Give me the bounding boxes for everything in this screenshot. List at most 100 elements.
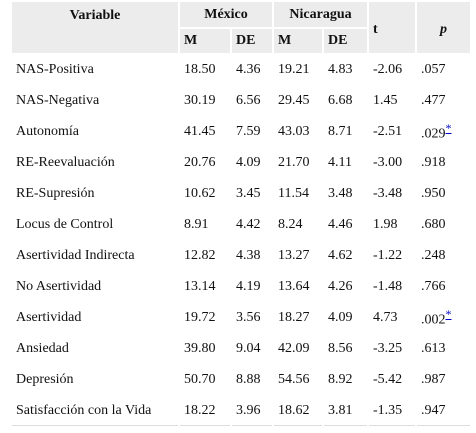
value-cell: 54.56 [272, 363, 324, 396]
cell-text: RE-Supresión [16, 185, 95, 201]
cell-text: 4.46 [328, 216, 353, 232]
value-cell: 50.70 [178, 363, 232, 396]
value-cell: .680 [415, 208, 472, 241]
cell-text: -3.25 [373, 340, 403, 356]
value-cell: 4.73 [367, 301, 417, 334]
cell-text: 54.56 [278, 371, 310, 387]
value-cell: 12.82 [178, 239, 232, 272]
table-row: RE-Supresión 10.62 3.45 11.54 3.48 -3.48 .950 [10, 177, 472, 210]
cell-text: 43.03 [278, 123, 310, 139]
value-cell: 3.45 [230, 177, 274, 210]
footnote-link[interactable]: * [445, 120, 452, 135]
cell-text: 20.76 [184, 154, 216, 170]
value-cell: 8.56 [322, 332, 369, 365]
cell-text: 4.38 [236, 247, 261, 263]
cell-text: 3.45 [236, 185, 261, 201]
cell-text: 12.82 [184, 247, 216, 263]
value-cell: 3.56 [230, 301, 274, 334]
value-cell: 8.71 [322, 115, 369, 148]
cell-text: 8.88 [236, 371, 261, 387]
value-cell: 4.19 [230, 270, 274, 303]
variable-cell: No Asertividad [10, 270, 180, 303]
value-cell: 18.62 [272, 394, 324, 426]
value-cell: .950 [415, 177, 472, 210]
value-cell: 4.38 [230, 239, 274, 272]
cell-text: -3.00 [373, 154, 403, 170]
cell-text: .029 [421, 126, 446, 142]
header-group: México [178, 0, 274, 29]
value-cell: .613 [415, 332, 472, 365]
header-p: p [415, 0, 472, 55]
cell-text: 4.62 [328, 247, 353, 263]
cell-text: 4.36 [236, 61, 261, 77]
value-cell: 18.22 [178, 394, 232, 426]
value-cell: .947 [415, 394, 472, 426]
cell-text: 8.24 [278, 216, 303, 232]
cell-text: 18.62 [278, 402, 310, 418]
cell-text: RE-Reevaluación [16, 154, 115, 170]
table-row: Asertividad 19.72 3.56 18.27 4.09 4.73 .002* [10, 301, 472, 334]
value-cell: -1.48 [367, 270, 417, 303]
value-cell: -1.35 [367, 394, 417, 426]
value-cell: 10.62 [178, 177, 232, 210]
cell-text: .918 [421, 154, 446, 170]
cell-text: -3.48 [373, 185, 403, 201]
cell-text: .002 [421, 312, 446, 328]
cell-text: 1.98 [373, 216, 398, 232]
value-cell: 29.45 [272, 84, 324, 117]
cell-text: 8.92 [328, 371, 353, 387]
cell-text: Ansiedad [16, 340, 69, 356]
value-cell: 3.96 [230, 394, 274, 426]
value-cell: 13.64 [272, 270, 324, 303]
value-cell: 4.62 [322, 239, 369, 272]
value-cell: 4.09 [322, 301, 369, 334]
cell-text: -1.35 [373, 402, 403, 418]
variable-cell: Ansiedad [10, 332, 180, 365]
cell-text: 29.45 [278, 92, 310, 108]
cell-text: 4.09 [236, 154, 261, 170]
value-cell: .002* [415, 301, 472, 334]
cell-text: 19.21 [278, 61, 310, 77]
cell-text: 4.26 [328, 278, 353, 294]
cell-text: 4.09 [328, 309, 353, 325]
cell-text: 4.19 [236, 278, 261, 294]
cell-text: 13.64 [278, 278, 310, 294]
footnote-link[interactable]: * [445, 306, 452, 321]
value-cell: .477 [415, 84, 472, 117]
cell-text: NAS-Positiva [16, 61, 94, 77]
cell-text: .248 [421, 247, 446, 263]
value-cell: 42.09 [272, 332, 324, 365]
cell-text: Autonomía [16, 123, 79, 139]
cell-text: .477 [421, 92, 446, 108]
value-cell: .918 [415, 146, 472, 179]
value-cell: 43.03 [272, 115, 324, 148]
cell-text: Asertividad [16, 309, 82, 325]
value-cell: .987 [415, 363, 472, 396]
value-cell: 4.46 [322, 208, 369, 241]
value-cell: 13.14 [178, 270, 232, 303]
cell-text: Locus de Control [16, 216, 114, 232]
cell-text: 8.71 [328, 123, 353, 139]
value-cell: 3.48 [322, 177, 369, 210]
value-cell: 4.26 [322, 270, 369, 303]
cell-text: No Asertividad [16, 278, 102, 294]
cell-text: 39.80 [184, 340, 216, 356]
sub-header: M [178, 27, 232, 55]
variable-cell: Locus de Control [10, 208, 180, 241]
value-cell: 9.04 [230, 332, 274, 365]
value-cell: 18.50 [178, 53, 232, 86]
value-cell: 8.88 [230, 363, 274, 396]
cell-text: 4.11 [328, 154, 352, 170]
cell-text: Satisfacción con la Vida [16, 402, 152, 418]
table-row: Depresión 50.70 8.88 54.56 8.92 -5.42 .987 [10, 363, 472, 396]
cell-text: Asertividad Indirecta [16, 247, 135, 263]
cell-text: .987 [421, 371, 446, 387]
cell-text: 6.56 [236, 92, 261, 108]
value-cell: 19.72 [178, 301, 232, 334]
header-t: t [367, 0, 417, 55]
value-cell: 19.21 [272, 53, 324, 86]
cell-text: 3.96 [236, 402, 261, 418]
cell-text: 30.19 [184, 92, 216, 108]
value-cell: 7.59 [230, 115, 274, 148]
